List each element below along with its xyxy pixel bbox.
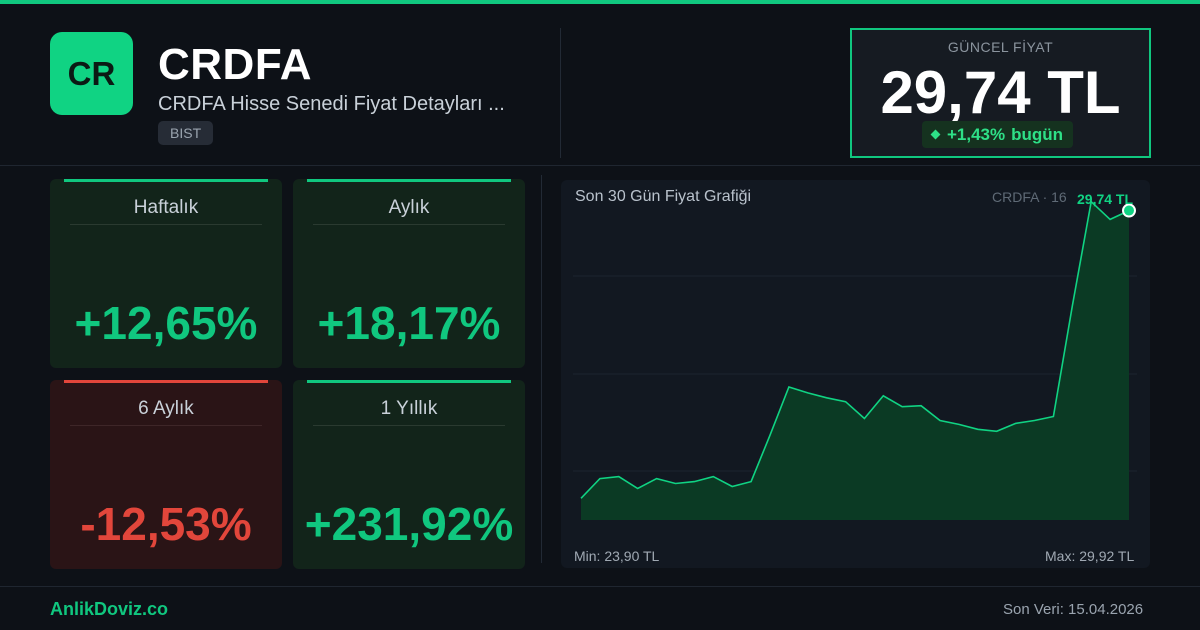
card-title: Haftalık xyxy=(133,197,199,218)
card-accent-line xyxy=(64,380,268,383)
logo-text: CR xyxy=(67,54,116,92)
chart-data-point xyxy=(806,391,809,394)
card-value: -12,53% xyxy=(80,498,252,550)
card-value: +231,92% xyxy=(304,498,514,550)
chart-area-fill xyxy=(581,201,1129,520)
chart-data-point xyxy=(901,405,904,408)
current-price-box: GÜNCEL FİYAT 29,74 TL +1,43% bugün xyxy=(850,28,1151,158)
card-accent-line xyxy=(307,179,511,182)
chart-data-point xyxy=(1109,218,1112,221)
content-divider xyxy=(541,175,542,563)
chart-data-point xyxy=(882,394,885,397)
chart-min-label: Min: 23,90 TL xyxy=(574,548,660,564)
daily-change-suffix: bugün xyxy=(1011,124,1064,144)
card-separator xyxy=(70,425,262,426)
card-yearly: 1 Yıllık +231,92% xyxy=(293,380,525,569)
chart-data-point xyxy=(617,475,620,478)
chart-data-point xyxy=(939,419,942,422)
chart-data-point xyxy=(863,417,866,420)
card-separator xyxy=(70,224,262,225)
chart-data-point xyxy=(1033,419,1036,422)
chart-data-point xyxy=(731,485,734,488)
ticker-symbol: CRDFA xyxy=(158,40,313,89)
exchange-badge: BIST xyxy=(158,121,214,145)
brand-link[interactable]: AnlikDoviz.co xyxy=(50,599,169,619)
card-title: Aylık xyxy=(388,197,430,218)
card-value: +12,65% xyxy=(74,297,258,349)
current-price-value: 29,74 TL xyxy=(880,59,1121,126)
chart-data-point xyxy=(674,482,677,485)
chart-last-price-label: 29,74 TL xyxy=(1077,191,1134,207)
card-weekly: Haftalık +12,65% xyxy=(50,179,282,368)
card-accent-line xyxy=(307,380,511,383)
chart-title: Son 30 Gün Fiyat Grafiği xyxy=(575,188,752,205)
chart-source: CRDFA · 16 xyxy=(992,189,1067,205)
chart-data-point xyxy=(750,480,753,483)
card-monthly: Aylık +18,17% xyxy=(293,179,525,368)
chart-data-point xyxy=(995,430,998,433)
chart-data-point xyxy=(787,385,790,388)
chart-data-point xyxy=(712,475,715,478)
top-accent-bar xyxy=(0,0,1200,4)
chart-data-point xyxy=(920,404,923,407)
chart-data-point xyxy=(976,428,979,431)
chart-data-point xyxy=(768,434,771,437)
chart-data-point xyxy=(580,497,583,500)
chart-data-point xyxy=(1071,305,1074,308)
chart-data-point xyxy=(693,480,696,483)
card-separator xyxy=(313,224,505,225)
chart-data-point xyxy=(1052,415,1055,418)
page-subtitle: CRDFA Hisse Senedi Fiyat Detayları ... xyxy=(158,93,505,115)
chart-data-point xyxy=(598,477,601,480)
header-divider xyxy=(560,28,561,158)
chart-data-point xyxy=(1014,422,1017,425)
chart-data-point xyxy=(636,487,639,490)
card-accent-line xyxy=(64,179,268,182)
chart-data-point xyxy=(844,400,847,403)
card-six-month: 6 Aylık -12,53% xyxy=(50,380,282,569)
card-title: 1 Yıllık xyxy=(380,398,438,419)
chart-series-line xyxy=(580,200,1130,499)
card-title: 6 Aylık xyxy=(138,398,194,419)
chart-last-point-marker xyxy=(1122,203,1136,218)
last-data-date: Son Veri: 15.04.2026 xyxy=(1003,601,1144,618)
daily-change-value: +1,43% xyxy=(947,124,1006,144)
chart-data-point xyxy=(655,477,658,480)
daily-change-badge: +1,43% bugün xyxy=(922,121,1074,148)
card-separator xyxy=(313,425,505,426)
header-bottom-divider xyxy=(0,165,1200,166)
chart-data-point xyxy=(957,423,960,426)
current-price-label: GÜNCEL FİYAT xyxy=(947,39,1054,55)
chart-data-point xyxy=(825,396,828,399)
card-value: +18,17% xyxy=(317,297,501,349)
ticker-logo: CR xyxy=(50,32,133,115)
footer-divider xyxy=(0,586,1200,587)
chart-max-label: Max: 29,92 TL xyxy=(1045,548,1135,564)
